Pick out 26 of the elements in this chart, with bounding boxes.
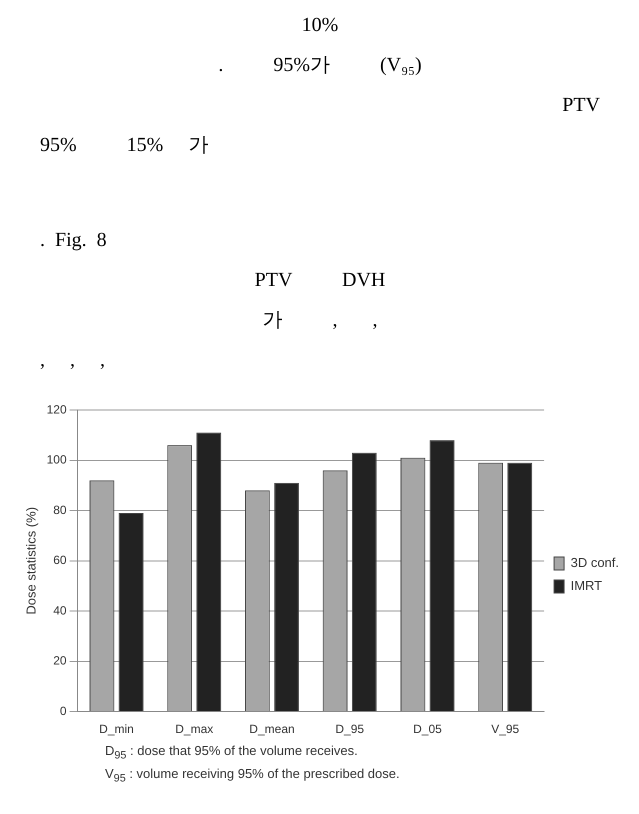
x-tick-label: D_mean [249, 722, 295, 736]
legend-label: 3D conf. [570, 555, 620, 570]
x-tick-label: V_95 [491, 722, 520, 736]
x-tick-label: D_95 [335, 722, 364, 736]
y-tick-label: 80 [53, 502, 67, 517]
y-tick-label: 40 [53, 603, 67, 618]
text: . 95%가 (V₉₅) [217, 53, 423, 78]
text: PTV [561, 93, 600, 118]
text: 95% 15% 가 [40, 133, 210, 158]
text: , , , [40, 348, 106, 373]
x-tick-label: D_max [175, 722, 214, 736]
x-tick-label: D_05 [413, 722, 442, 736]
x-tick-label: D_min [99, 722, 134, 736]
text: 10% [300, 13, 340, 38]
y-tick-label: 0 [60, 704, 67, 718]
text: 가 , , [262, 308, 378, 333]
text: V$_{95}$ : volume receiving 95% of the prescribed dose. [105, 764, 400, 786]
y-tick-label: 100 [46, 452, 67, 467]
y-tick-label: 60 [53, 553, 67, 568]
text: . Fig. 8 [40, 228, 108, 253]
y-tick-label: 20 [53, 654, 67, 668]
y-axis-title: Dose statistics (%) [23, 506, 38, 615]
y-tick-label: 120 [46, 402, 67, 416]
text: PTV DVH [254, 268, 386, 293]
text: D$_{95}$ : dose that 95% of the volume receives. [105, 742, 359, 764]
legend-label: IMRT [570, 578, 602, 594]
